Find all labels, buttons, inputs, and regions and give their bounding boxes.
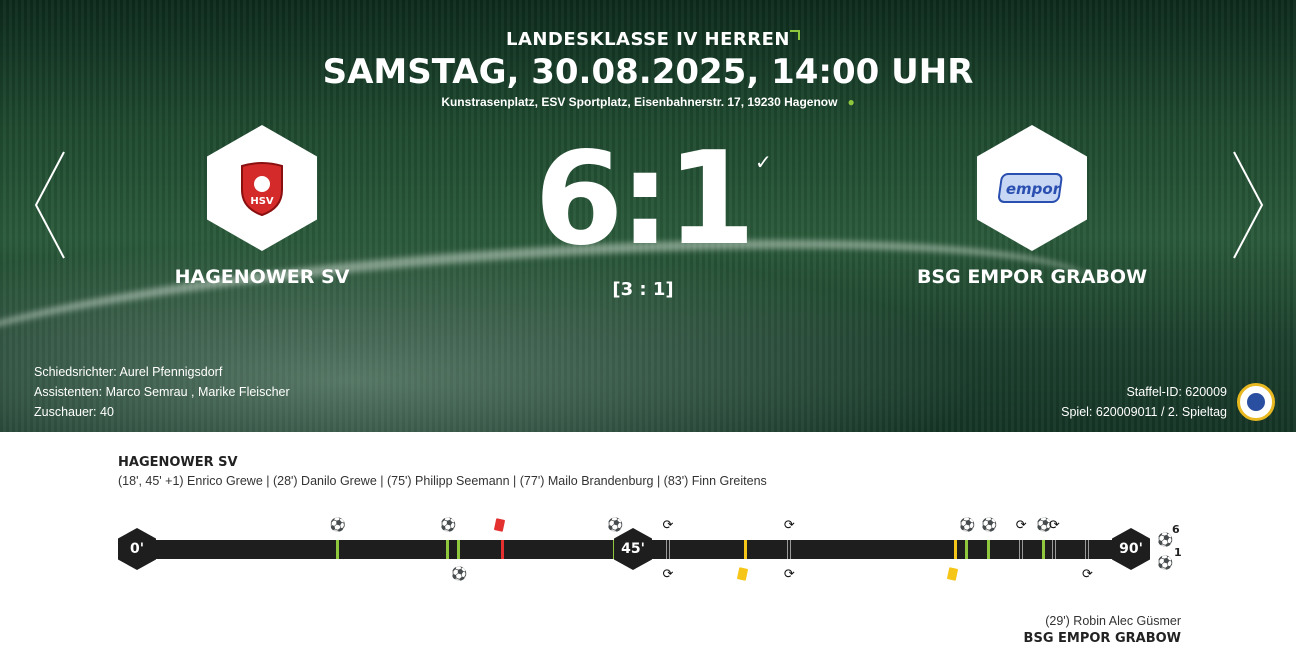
map-pin-icon[interactable]: ● bbox=[847, 95, 855, 109]
final-away-goals: 1 bbox=[1174, 546, 1182, 559]
home-team-logo[interactable]: HSV bbox=[207, 125, 317, 251]
empor-grabow-crest: empor bbox=[997, 173, 1063, 203]
goal-ball-icon: ⚽ bbox=[451, 566, 468, 581]
substitution-icon: ⟳ bbox=[783, 517, 795, 532]
red-card-icon bbox=[494, 518, 506, 532]
substitution-icon: ⟳ bbox=[783, 566, 795, 581]
event-line bbox=[965, 540, 968, 559]
svg-text:HSV: HSV bbox=[250, 196, 274, 207]
goal-ball-icon: ⚽ bbox=[607, 517, 624, 532]
away-team-title: BSG EMPOR GRABOW bbox=[1023, 631, 1181, 646]
venue-text: Kunstrasenplatz, ESV Sportplatz, Eisenba… bbox=[441, 95, 838, 109]
league-name: LANDESKLASSE IV HERREN bbox=[505, 29, 791, 50]
assistants: Assistenten: Marco Semrau , Marike Fleis… bbox=[34, 385, 290, 399]
officials-info: Schiedsrichter: Aurel Pfennigsdorf Assis… bbox=[34, 362, 290, 422]
event-line bbox=[446, 540, 450, 559]
referee: Schiedsrichter: Aurel Pfennigsdorf bbox=[34, 365, 223, 379]
match-meta: Staffel-ID: 620009 Spiel: 620009011 / 2.… bbox=[1061, 382, 1227, 422]
home-team-name[interactable]: HAGENOWER SV bbox=[174, 266, 350, 288]
event-line bbox=[744, 540, 748, 559]
spiel-id: Spiel: 620009011 / 2. Spieltag bbox=[1061, 405, 1227, 419]
event-line bbox=[1042, 540, 1046, 559]
event-line bbox=[457, 540, 461, 559]
event-line bbox=[665, 540, 670, 559]
spectators: Zuschauer: 40 bbox=[34, 405, 114, 419]
svg-text:empor: empor bbox=[1006, 180, 1062, 198]
staffel-id: Staffel-ID: 620009 bbox=[1126, 385, 1227, 399]
final-home-goals: 6 bbox=[1172, 523, 1180, 536]
event-line bbox=[1019, 540, 1024, 559]
away-team-logo[interactable]: empor bbox=[977, 125, 1087, 251]
halftime-score: [3 : 1] bbox=[612, 279, 674, 300]
substitution-icon: ⟳ bbox=[1015, 517, 1027, 532]
event-line bbox=[953, 540, 957, 559]
association-badge bbox=[1237, 383, 1275, 421]
marker-0: 0' bbox=[118, 528, 156, 570]
substitution-icon: ⟳ bbox=[662, 517, 674, 532]
goal-ball-icon: ⚽ bbox=[1036, 517, 1053, 532]
home-team-title: HAGENOWER SV bbox=[118, 455, 238, 470]
home-scorers: (18', 45' +1) Enrico Grewe | (28') Danil… bbox=[118, 474, 767, 488]
event-line bbox=[501, 540, 505, 559]
ball-icon: ⚽ bbox=[1157, 555, 1174, 570]
match-header: LANDESKLASSE IV HERREN SAMSTAG, 30.08.20… bbox=[0, 0, 1296, 432]
away-team-name[interactable]: BSG EMPOR GRABOW bbox=[916, 266, 1148, 288]
away-scorers: (29') Robin Alec Güsmer bbox=[1045, 614, 1181, 628]
goal-ball-icon: ⚽ bbox=[959, 517, 976, 532]
goal-ball-icon: ⚽ bbox=[440, 517, 457, 532]
final-score: 6:1 bbox=[534, 125, 755, 274]
event-line bbox=[1085, 540, 1090, 559]
marker-90: 90' bbox=[1112, 528, 1150, 570]
match-datetime: SAMSTAG, 30.08.2025, 14:00 UHR bbox=[322, 52, 974, 92]
event-line bbox=[335, 540, 339, 559]
goal-ball-icon: ⚽ bbox=[329, 517, 346, 532]
goal-ball-icon: ⚽ bbox=[981, 517, 998, 532]
corner-icon bbox=[790, 30, 800, 40]
hagenower-sv-crest: HSV bbox=[241, 162, 283, 216]
yellow-card-icon bbox=[737, 567, 749, 581]
marker-45: 45' bbox=[614, 528, 652, 570]
event-line bbox=[1052, 540, 1057, 559]
substitution-icon: ⟳ bbox=[1048, 517, 1060, 532]
check-icon: ✓ bbox=[755, 152, 772, 174]
next-match-arrow-icon[interactable] bbox=[1228, 150, 1268, 260]
event-line bbox=[787, 540, 792, 559]
venue[interactable]: Kunstrasenplatz, ESV Sportplatz, Eisenba… bbox=[0, 95, 1296, 109]
substitution-icon: ⟳ bbox=[662, 566, 674, 581]
previous-match-arrow-icon[interactable] bbox=[30, 150, 70, 260]
ball-icon: ⚽ bbox=[1157, 532, 1174, 547]
event-line bbox=[987, 540, 991, 559]
substitution-icon: ⟳ bbox=[1081, 566, 1093, 581]
yellow-card-icon bbox=[946, 567, 959, 581]
